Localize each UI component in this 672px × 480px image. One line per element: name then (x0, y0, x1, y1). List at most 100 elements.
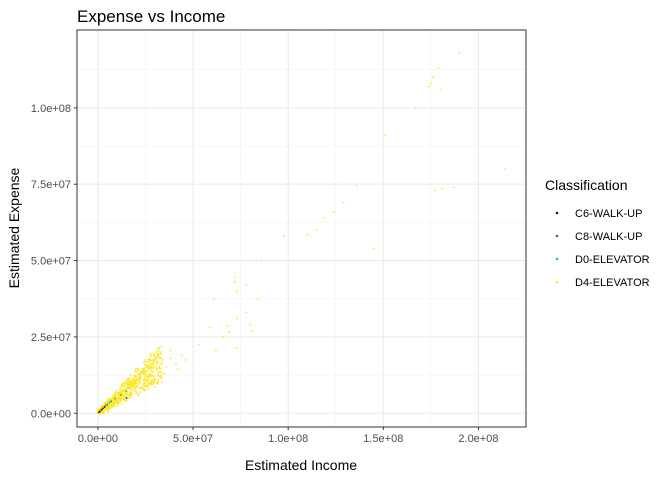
scatter-point (156, 360, 159, 363)
scatter-point (128, 379, 131, 382)
scatter-point (142, 384, 145, 387)
scatter-point (458, 52, 461, 54)
scatter-point (108, 401, 111, 404)
scatter-point (132, 381, 135, 384)
scatter-point (209, 326, 212, 329)
scatter-point (152, 354, 155, 357)
scatter-point (153, 386, 156, 388)
scatter-point (161, 362, 164, 364)
scatter-point (504, 168, 506, 170)
scatter-point (140, 386, 143, 389)
scatter-point (156, 352, 158, 355)
x-axis-ticks: 0.0e+00 5.0e+07 1.0e+08 1.5e+08 2.0e+08 (78, 427, 498, 445)
scatter-point (117, 398, 120, 400)
scatter-point (142, 378, 145, 381)
scatter-point (112, 404, 115, 406)
scatter-point (156, 383, 159, 385)
scatter-point (153, 359, 156, 362)
scatter-point (157, 353, 160, 356)
y-axis-title: Estimated Expense (6, 167, 22, 288)
scatter-point (134, 386, 137, 388)
scatter-point (113, 399, 116, 402)
scatter-point (119, 394, 122, 396)
scatter-point (152, 371, 154, 373)
x-tick-label: 1.5e+08 (363, 433, 403, 445)
scatter-point (156, 350, 158, 352)
x-tick-label: 5.0e+07 (173, 433, 213, 445)
scatter-point (235, 317, 238, 320)
scatter-point (112, 394, 114, 397)
scatter-point (429, 82, 432, 85)
scatter-point (157, 348, 160, 351)
scatter-point (130, 381, 133, 384)
scatter-point (251, 329, 253, 332)
scatter-point (136, 369, 139, 372)
scatter-point (159, 367, 162, 370)
scatter-point (332, 210, 335, 213)
scatter-point (169, 357, 172, 360)
scatter-point (143, 361, 145, 364)
scatter-point (139, 372, 142, 375)
scatter-point (144, 375, 146, 377)
scatter-point (100, 408, 103, 411)
scatter-point (107, 410, 109, 413)
scatter-point (124, 380, 127, 383)
scatter-point (127, 387, 129, 390)
scatter-point (113, 402, 116, 405)
scatter-point (138, 375, 141, 378)
scatter-point (139, 381, 141, 384)
scatter-point (119, 391, 122, 394)
scatter-point (113, 404, 116, 407)
scatter-point (128, 381, 131, 383)
scatter-point (452, 186, 455, 189)
scatter-point (155, 364, 158, 367)
scatter-point (129, 374, 132, 376)
scatter-point (441, 187, 444, 190)
scatter-point (137, 392, 139, 395)
scatter-point (145, 363, 148, 366)
scatter-point (98, 410, 101, 413)
scatter-point (121, 393, 124, 395)
scatter-point (108, 399, 111, 401)
scatter-point (148, 372, 151, 375)
scatter-point (414, 106, 417, 109)
scatter-point (138, 386, 141, 388)
scatter-point (132, 379, 134, 382)
scatter-point (136, 385, 139, 388)
scatter-point (144, 360, 147, 363)
scatter-point (149, 352, 152, 355)
scatter-point (150, 381, 153, 384)
scatter-point (120, 384, 123, 387)
scatter-point (153, 366, 156, 369)
scatter-point (151, 365, 154, 368)
scatter-point (133, 387, 136, 390)
scatter-point (139, 378, 142, 381)
scatter-point (127, 384, 130, 387)
scatter-point (144, 382, 146, 385)
scatter-point (157, 355, 160, 358)
scatter-point (133, 383, 136, 386)
scatter-point (144, 371, 147, 373)
x-tick-label: 1.0e+08 (268, 433, 308, 445)
scatter-point (122, 395, 124, 398)
scatter-point (306, 233, 309, 236)
scatter-point (105, 408, 108, 411)
scatter-point (150, 355, 152, 358)
scatter-point (149, 366, 152, 369)
scatter-point (120, 397, 123, 400)
scatter-point (144, 359, 146, 361)
scatter-point (157, 373, 160, 376)
plot-panel (76, 29, 527, 428)
scatter-point (152, 375, 155, 378)
scatter-point (144, 366, 147, 369)
scatter-point (130, 388, 132, 391)
scatter-point (125, 397, 128, 399)
scatter-point (103, 407, 106, 410)
scatter-point (128, 397, 131, 400)
scatter-point (152, 381, 155, 384)
scatter-point (157, 380, 160, 382)
scatter-point (122, 389, 125, 391)
scatter-point (130, 395, 133, 398)
y-tick-label: 0.0e+00 (31, 408, 71, 420)
